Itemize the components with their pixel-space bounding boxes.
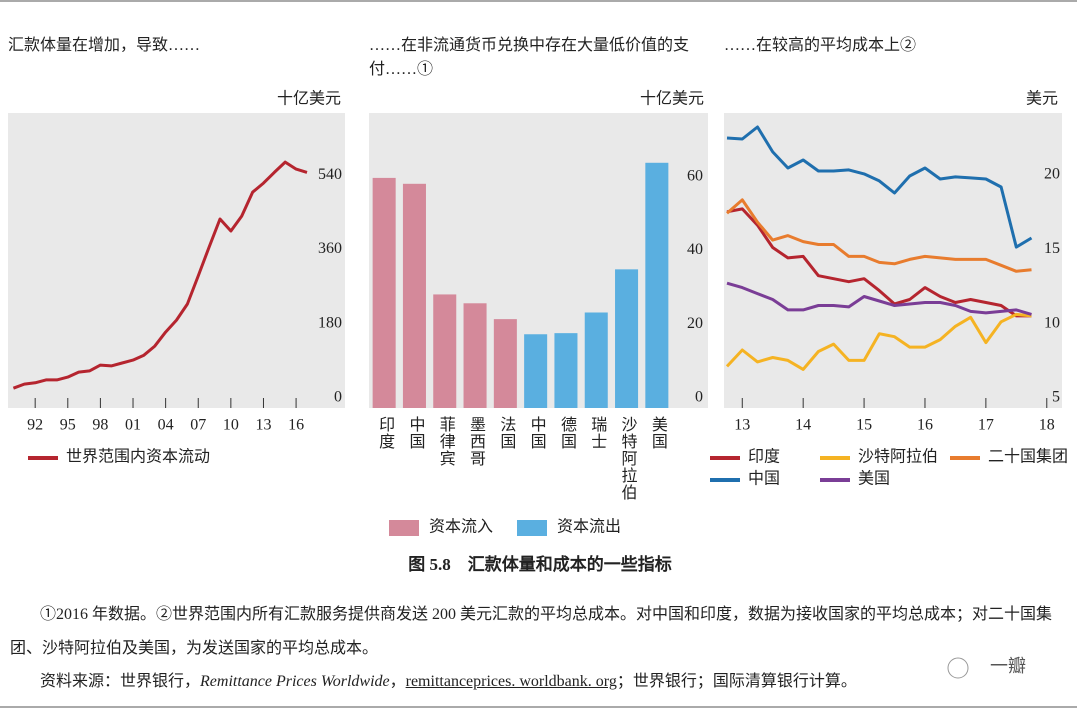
- y-tick-label: 5: [1052, 389, 1060, 406]
- x-tick-label: 13: [255, 417, 271, 434]
- x-tick-label: 16: [288, 417, 304, 434]
- chart-title: ……在较高的平均成本上②: [724, 37, 917, 54]
- plot-background: [724, 113, 1062, 408]
- x-tick-label: 01: [125, 417, 141, 434]
- watermark: 一瓣: [990, 656, 1026, 676]
- x-tick-label: 法国: [497, 416, 515, 450]
- y-tick-label: 20: [1044, 166, 1060, 183]
- bar: [524, 334, 548, 408]
- x-tick-label: 中国: [527, 416, 545, 450]
- series-line: [726, 125, 1033, 249]
- series-line: [12, 160, 308, 390]
- y-tick-label: 20: [687, 315, 703, 332]
- y-tick-label: 360: [318, 240, 342, 257]
- x-tick-label: 16: [917, 417, 933, 434]
- legend-label: 世界范围内资本流动: [66, 448, 210, 466]
- source-link: remittanceprices. worldbank. org: [405, 673, 617, 690]
- axis-unit: 美元: [1026, 90, 1058, 108]
- x-tick-label: 04: [158, 417, 174, 434]
- source-text: 资料来源：世界银行，: [40, 673, 201, 690]
- x-tick-label: 17: [978, 417, 994, 434]
- x-tick-label: 菲律宾: [436, 416, 454, 467]
- bar: [372, 177, 396, 408]
- series-line: [726, 198, 1032, 273]
- bar: [584, 312, 608, 408]
- legend-label: 资本流入: [429, 518, 493, 536]
- source-text: ，: [389, 673, 406, 690]
- legend-label: 沙特阿拉伯: [858, 448, 938, 466]
- x-tick-label: 07: [190, 417, 206, 434]
- legend-label: 中国: [748, 470, 780, 488]
- y-tick-label: 0: [695, 389, 703, 406]
- legend-swatch: [389, 520, 419, 536]
- bar: [554, 333, 578, 408]
- source-text: ；世界银行；国际清算银行计算。: [616, 673, 857, 690]
- bar: [645, 162, 669, 408]
- legend-label: 资本流出: [557, 518, 621, 536]
- notes: ①2016 年数据。②世界范围内所有汇款服务提供商发送 200 美元汇款的平均总…: [10, 606, 1053, 657]
- bar: [493, 319, 517, 408]
- x-tick-label: 美国: [648, 416, 666, 450]
- axis-unit: 十亿美元: [277, 90, 341, 108]
- source: 资料来源：世界银行，Remittance Prices Worldwide，re…: [40, 670, 1040, 694]
- x-tick-label: 中国: [406, 416, 424, 450]
- chart-title: ……在非流通货币兑换中存在大量低价值的支付……①: [369, 37, 690, 78]
- axis-unit: 十亿美元: [640, 90, 704, 108]
- bar: [433, 294, 457, 408]
- plot-background: [8, 113, 345, 408]
- y-tick-label: 40: [687, 241, 703, 258]
- x-tick-label: 德国: [557, 416, 575, 450]
- legend-label: 印度: [748, 448, 780, 466]
- y-tick-label: 180: [318, 314, 342, 331]
- x-tick-label: 92: [27, 417, 43, 434]
- x-tick-label: 95: [60, 417, 76, 434]
- watermark-icon: [947, 657, 969, 679]
- legend-swatch: [517, 520, 547, 536]
- y-tick-label: 540: [318, 166, 342, 183]
- x-tick-label: 13: [734, 417, 750, 434]
- bar: [615, 269, 639, 408]
- bar: [463, 303, 487, 408]
- x-tick-label: 15: [856, 417, 872, 434]
- legend-label: 美国: [858, 470, 890, 488]
- bar: [402, 183, 426, 408]
- x-tick-label: 10: [223, 417, 239, 434]
- x-tick-label: 瑞士: [588, 416, 606, 450]
- x-tick-label: 18: [1039, 417, 1055, 434]
- source-title: Remittance Prices Worldwide: [200, 673, 390, 690]
- figure-caption: 图 5.8 汇款体量和成本的一些指标: [408, 554, 672, 574]
- x-tick-label: 14: [795, 417, 811, 434]
- x-tick-label: 沙特阿拉伯: [618, 416, 636, 501]
- y-tick-label: 60: [687, 167, 703, 184]
- x-tick-label: 98: [92, 417, 108, 434]
- y-tick-label: 15: [1044, 240, 1060, 257]
- series-line: [726, 207, 1032, 318]
- series-line: [725, 312, 1032, 371]
- x-tick-label: 印度: [376, 416, 394, 450]
- chart-title: 汇款体量在增加，导致……: [8, 37, 201, 54]
- y-tick-label: 10: [1044, 314, 1060, 331]
- y-tick-label: 0: [334, 389, 342, 406]
- x-tick-label: 墨西哥: [467, 416, 485, 467]
- series-line: [726, 281, 1032, 316]
- legend-label: 二十国集团: [988, 448, 1068, 466]
